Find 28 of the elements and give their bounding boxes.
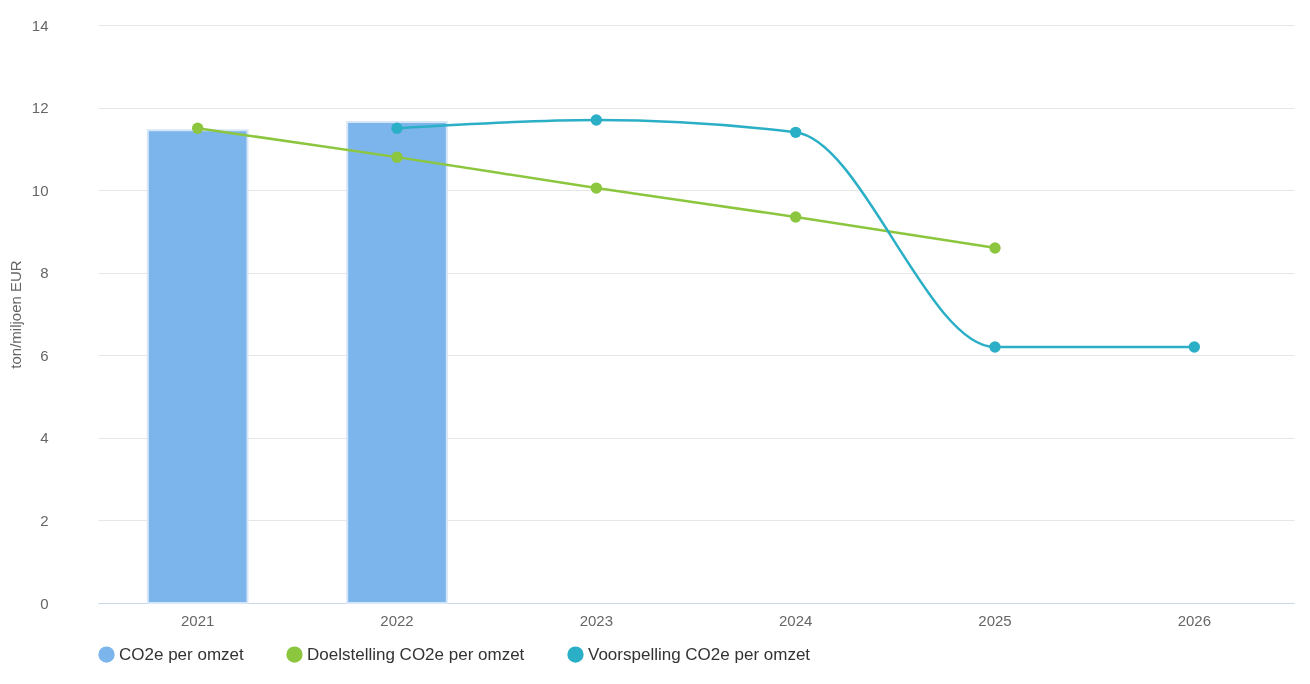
- y-tick-label: 14: [31, 16, 49, 34]
- y-tick-label: 12: [31, 99, 49, 117]
- point: [391, 122, 403, 134]
- point: [789, 126, 802, 139]
- y-tick-label: 8: [40, 264, 49, 282]
- point: [590, 114, 603, 126]
- point: [1188, 341, 1201, 353]
- y-tick-label: 10: [31, 181, 49, 199]
- point: [191, 122, 204, 134]
- point: [989, 341, 1001, 353]
- point: [590, 182, 603, 194]
- x-tick-label: 2022: [380, 611, 414, 629]
- point: [789, 211, 802, 223]
- legend-label: Doelstelling CO2e per omzet: [307, 644, 525, 664]
- y-axis-title: ton/miljoen EUR: [6, 260, 24, 369]
- x-tick-label: 2025: [978, 611, 1012, 629]
- point: [391, 151, 403, 163]
- point: [989, 242, 1001, 254]
- x-tick-label: 2023: [579, 611, 614, 629]
- x-tick-label: 2021: [180, 611, 215, 629]
- y-tick-label: 2: [40, 511, 49, 529]
- legend-label: Voorspelling CO2e per omzet: [588, 644, 811, 664]
- y-tick-label: 6: [40, 346, 49, 364]
- legend-label: CO2e per omzet: [119, 644, 244, 664]
- y-tick-label: 0: [40, 594, 49, 612]
- x-tick-label: 2024: [778, 611, 813, 629]
- x-tick-label: 2026: [1177, 611, 1212, 629]
- y-tick-label: 4: [40, 429, 49, 447]
